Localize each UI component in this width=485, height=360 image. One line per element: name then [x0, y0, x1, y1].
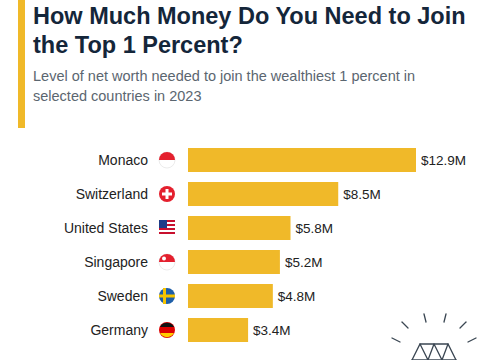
flag-icon [159, 152, 175, 168]
data-label: $3.4M [253, 323, 291, 338]
title-accent [18, 0, 25, 128]
flag-icon [159, 254, 175, 270]
chart: Monaco $12.9M Switzerland $8.5M United State… [0, 0, 485, 360]
bar [188, 284, 273, 308]
subtitle: Level of net worth needed to join the we… [33, 66, 473, 106]
flag-icon [159, 322, 175, 338]
data-label: $5.8M [296, 221, 334, 236]
category-label: Singapore [84, 254, 148, 270]
bars [188, 148, 416, 342]
data-label: $4.8M [278, 289, 316, 304]
bar [188, 148, 416, 172]
bar [188, 216, 291, 240]
flag-icon [159, 186, 175, 202]
bar [188, 250, 280, 274]
bar [188, 182, 338, 206]
labels: Monaco $12.9M Switzerland $8.5M United State… [64, 152, 466, 338]
diamond-icon [392, 314, 476, 360]
category-label: United States [64, 220, 148, 236]
category-label: Germany [90, 322, 148, 338]
category-label: Sweden [97, 288, 148, 304]
title: How Much Money Do You Need to Join the T… [33, 2, 473, 60]
category-label: Monaco [98, 152, 148, 168]
data-label: $8.5M [343, 187, 381, 202]
flag-icon [159, 288, 175, 304]
data-label: $12.9M [421, 153, 466, 168]
bar [188, 318, 248, 342]
category-label: Switzerland [76, 186, 148, 202]
flag-icon [159, 220, 175, 236]
data-label: $5.2M [285, 255, 323, 270]
